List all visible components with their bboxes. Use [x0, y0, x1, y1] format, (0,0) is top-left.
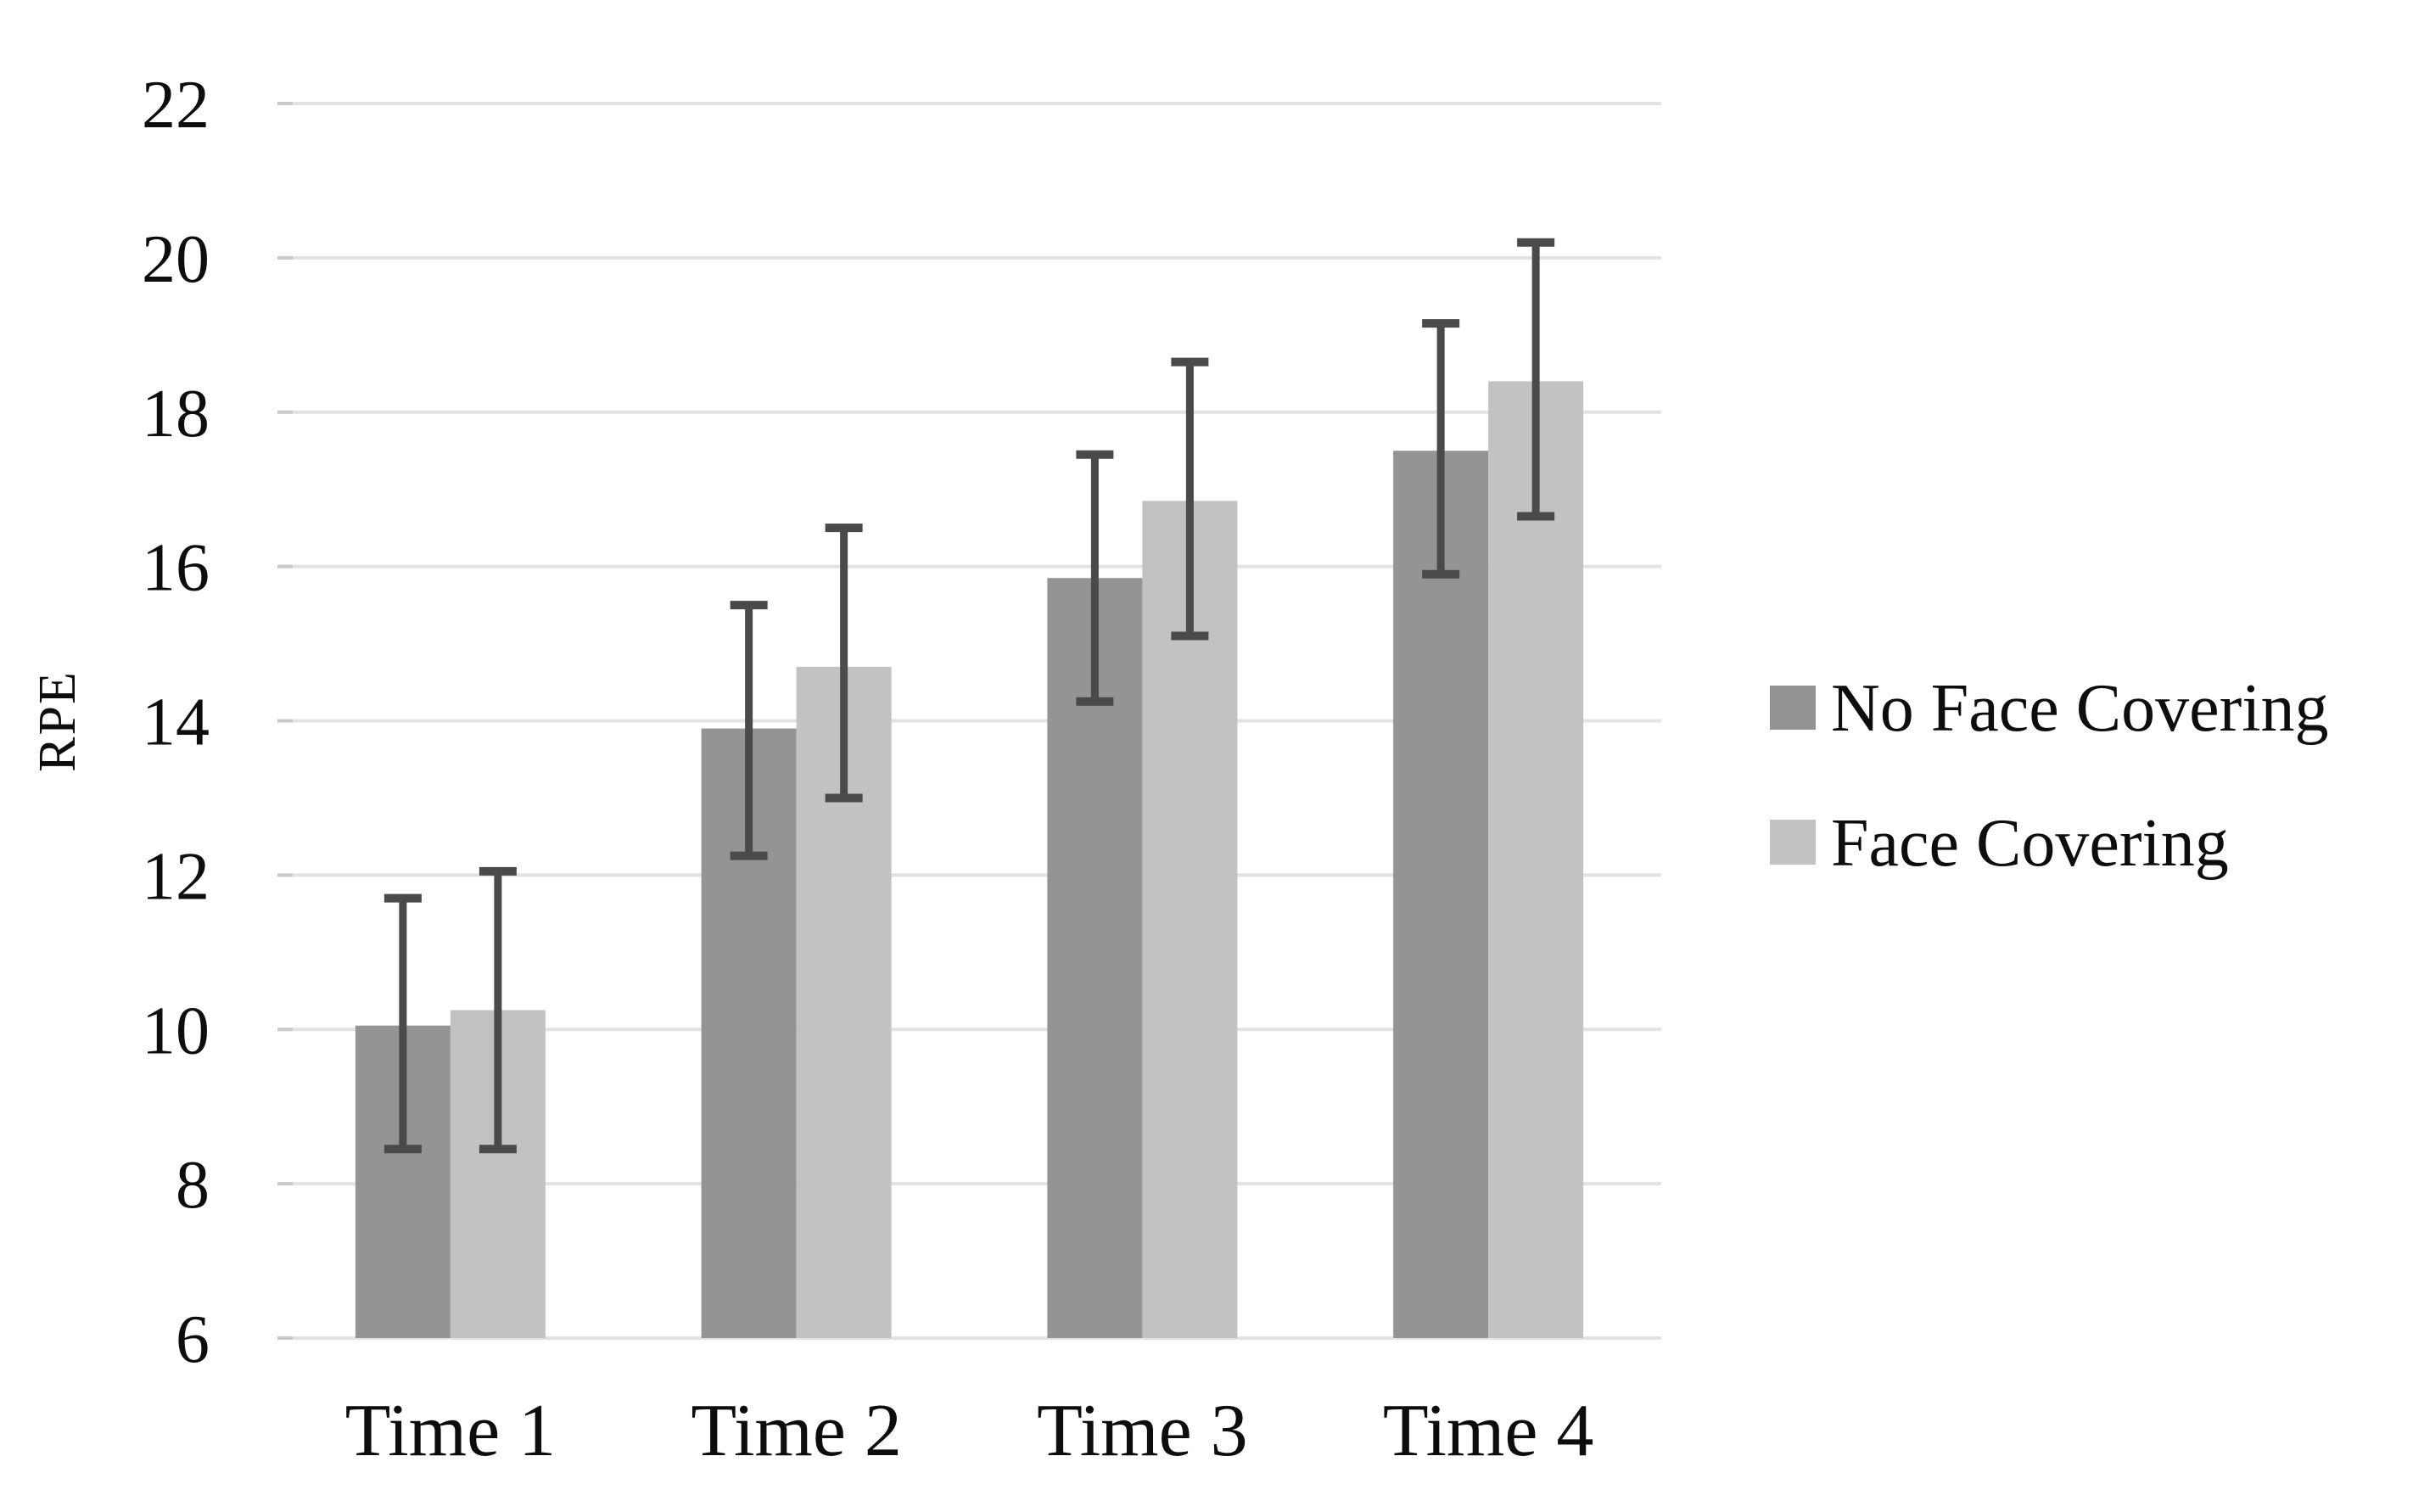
legend: No Face Covering Face Covering: [1770, 671, 2329, 881]
bars-layer: [355, 381, 1584, 1338]
y-axis-title: RPE: [29, 670, 87, 772]
y-tick-label: 14: [142, 686, 210, 760]
error-bars-layer: [384, 238, 1555, 1154]
legend-label-face-covering: Face Covering: [1831, 806, 2229, 881]
x-category-label: Time 2: [691, 1390, 902, 1472]
legend-label-no-face-covering: No Face Covering: [1831, 671, 2329, 746]
legend-swatch-no-face-covering: [1770, 686, 1816, 730]
bar-face-covering-time-4: [1488, 381, 1584, 1338]
y-tick-label: 6: [176, 1302, 210, 1377]
y-tick-label: 18: [142, 377, 210, 451]
bar-face-covering-time-3: [1142, 501, 1238, 1338]
y-tick-label: 16: [142, 531, 210, 606]
x-category-label: Time 1: [345, 1390, 557, 1472]
y-tick-label: 22: [142, 68, 210, 143]
x-category-labels-layer: Time 1 Time 2 Time 3 Time 4: [345, 1390, 1594, 1472]
y-tick-label: 20: [142, 222, 210, 297]
y-tick-label: 12: [142, 839, 210, 914]
x-category-label: Time 3: [1037, 1390, 1248, 1472]
x-category-label: Time 4: [1383, 1390, 1594, 1472]
y-tick-label: 8: [176, 1148, 210, 1223]
legend-swatch-face-covering: [1770, 820, 1816, 865]
y-tick-labels-layer: 6 8 10 12 14 16 18 20 22: [142, 68, 210, 1377]
y-tick-label: 10: [142, 994, 210, 1068]
bar-no-face-covering-time-4: [1393, 451, 1489, 1338]
